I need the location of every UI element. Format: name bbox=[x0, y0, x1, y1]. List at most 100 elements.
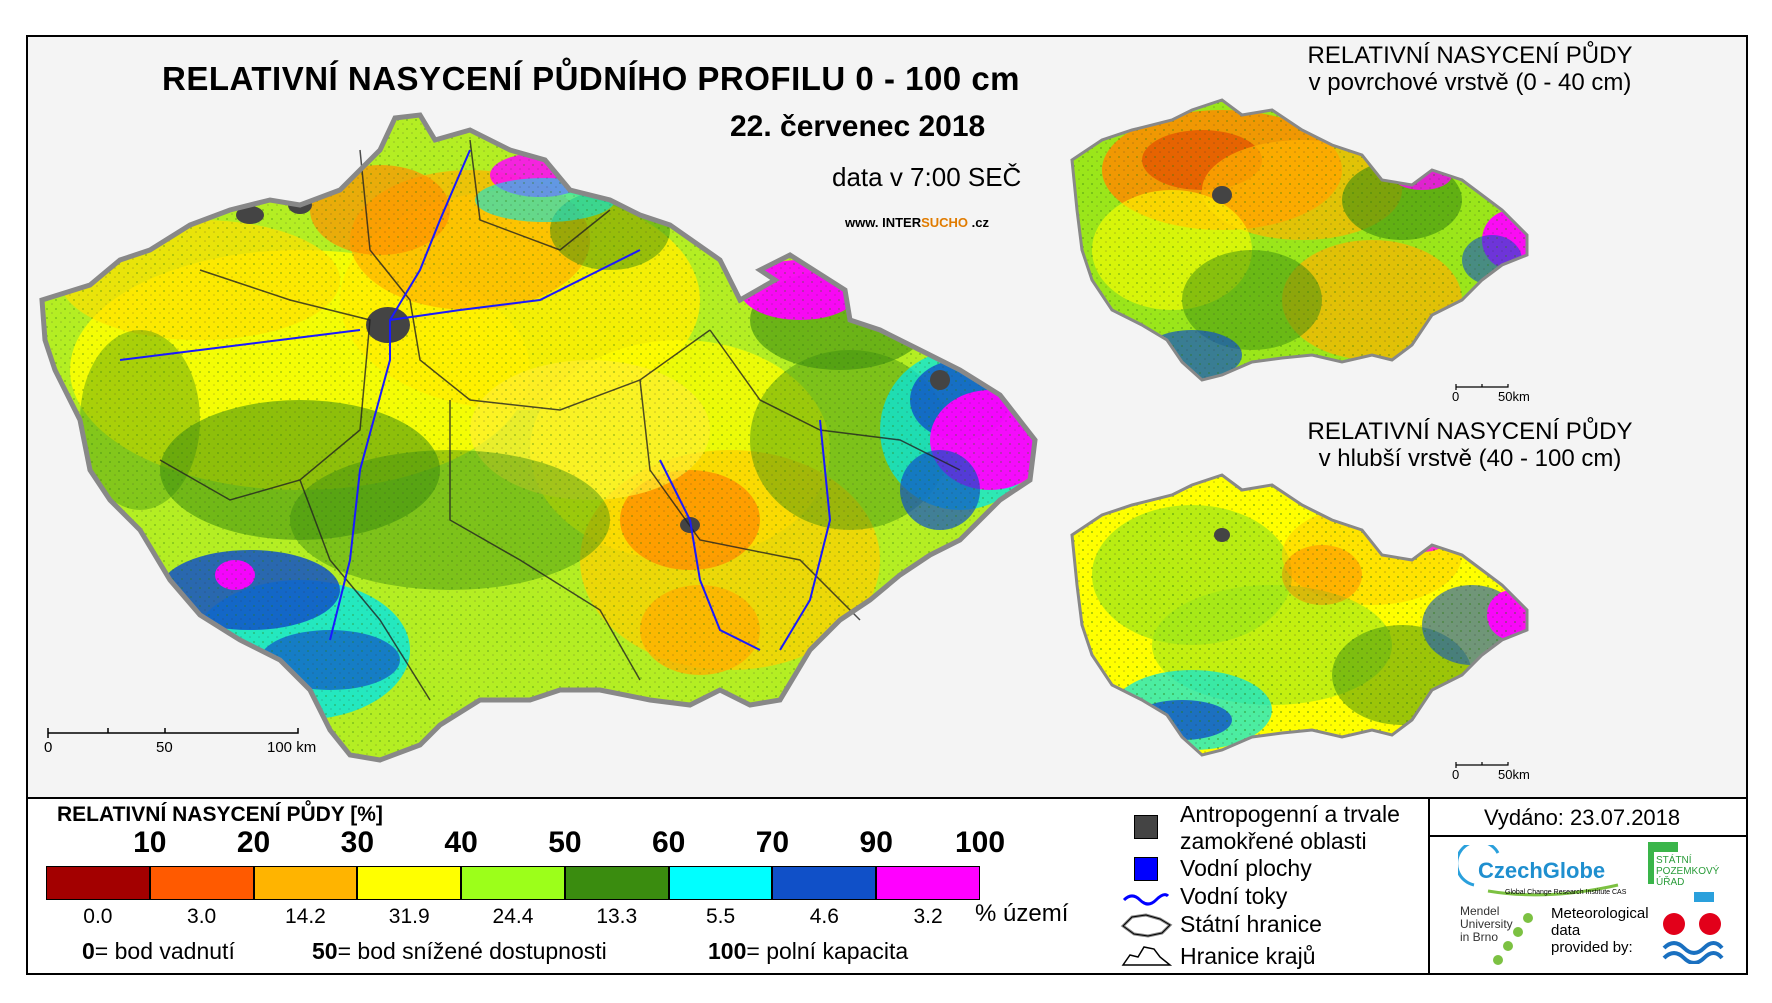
meteo-line3: provided by: bbox=[1551, 939, 1633, 956]
legend-class-pct: 0.0 bbox=[83, 905, 113, 928]
note-capacity-value: 100 bbox=[708, 938, 747, 964]
legend-threshold-label: 100 bbox=[954, 826, 1006, 859]
legend-threshold-label: 60 bbox=[651, 826, 686, 859]
legend-threshold-label: 50 bbox=[548, 826, 582, 859]
spu-logo-bar2 bbox=[1648, 842, 1654, 884]
anthropogenic-label: Antropogenní a trvale zamokřené oblasti bbox=[1180, 801, 1400, 855]
meteo-line1: Meteorological bbox=[1551, 905, 1649, 922]
legend-color-cell bbox=[461, 866, 565, 900]
inset-top-scale-0: 0 bbox=[1452, 389, 1460, 404]
inset-bottom-title-line2: v hlubší vrstvě (40 - 100 cm) bbox=[1318, 445, 1622, 472]
inset-top-title: RELATIVNÍ NASYCENÍ PŮDY v povrchové vrst… bbox=[1240, 42, 1700, 96]
legend-color-cell bbox=[253, 866, 358, 900]
legend-class-pct: 13.3 bbox=[596, 905, 638, 928]
rivers bbox=[119, 149, 832, 651]
pct-unit: % území bbox=[975, 900, 1069, 927]
legend-class-pct: 4.6 bbox=[809, 905, 839, 928]
legend-color-cell bbox=[564, 866, 669, 900]
spu-logo-bar bbox=[1648, 842, 1678, 852]
region-border-label: Hranice krajů bbox=[1180, 943, 1316, 969]
mendel-line2: University bbox=[1460, 917, 1513, 931]
legend-color-cell bbox=[357, 866, 462, 900]
legend-threshold-label: 30 bbox=[340, 826, 375, 859]
spu-logo-text: STÁTNÍ POZEMKOVÝ ÚŘAD bbox=[1656, 855, 1719, 888]
legend-threshold-label: 90 bbox=[859, 826, 893, 859]
note-reduced-text: = bod snížené dostupnosti bbox=[337, 938, 607, 964]
note-wilting-text: = bod vadnutí bbox=[94, 938, 235, 964]
water-body-swatch bbox=[1134, 857, 1158, 881]
www-prefix: www. INTER bbox=[845, 215, 922, 230]
note-wilting: 0= bod vadnutí bbox=[82, 938, 235, 965]
inset-top-title-line1: RELATIVNÍ NASYCENÍ PŮDY bbox=[1307, 42, 1633, 69]
note-capacity-text: = polní kapacita bbox=[746, 938, 909, 964]
legend-color-cell bbox=[46, 866, 150, 900]
legend-color-cell bbox=[876, 866, 980, 900]
region-border-symbol-icon bbox=[1121, 946, 1173, 966]
www-highlight: SUCHO bbox=[921, 215, 969, 230]
anthropogenic-swatch bbox=[1134, 815, 1158, 839]
issued-divider bbox=[1428, 835, 1748, 837]
www-suffix: .cz bbox=[968, 215, 989, 230]
anthropogenic-label-2: zamokřené oblasti bbox=[1180, 828, 1367, 854]
main-scale-100: 100 km bbox=[267, 739, 317, 756]
inset-top-scale-50: 50km bbox=[1498, 389, 1530, 404]
website-link[interactable]: www. INTERSUCHO .cz bbox=[845, 215, 989, 230]
legend-divider bbox=[1428, 797, 1430, 975]
note-wilting-value: 0 bbox=[82, 938, 95, 964]
anthropogenic-label-1: Antropogenní a trvale bbox=[1180, 801, 1400, 827]
main-scale-0: 0 bbox=[44, 739, 53, 756]
map-date: 22. červenec 2018 bbox=[730, 110, 986, 143]
spu-logo-blue bbox=[1694, 892, 1714, 902]
legend-threshold-label: 10 bbox=[133, 826, 167, 859]
note-reduced: 50= bod snížené dostupnosti bbox=[312, 938, 607, 965]
inset-bottom-scale-50: 50km bbox=[1498, 767, 1530, 782]
issued-date: Vydáno: 23.07.2018 bbox=[1484, 805, 1681, 830]
main-scale-50: 50 bbox=[156, 739, 173, 756]
legend-class-pct: 24.4 bbox=[492, 905, 534, 928]
legend-color-cell bbox=[668, 866, 773, 900]
river-label: Vodní toky bbox=[1180, 883, 1288, 909]
legend-color-cell bbox=[149, 866, 254, 900]
mendel-line1: Mendel bbox=[1460, 904, 1500, 918]
czechglobe-logo-icon bbox=[1458, 845, 1619, 897]
note-capacity: 100= polní kapacita bbox=[708, 938, 908, 965]
mendel-line3: in Brno bbox=[1460, 930, 1499, 944]
inset-bottom-map bbox=[1070, 473, 1529, 757]
meteo-credit: Meteorological data provided by: bbox=[1551, 905, 1649, 956]
inset-top-scale bbox=[1455, 384, 1509, 390]
state-border-label: Státní hranice bbox=[1180, 911, 1322, 937]
state-border bbox=[39, 112, 1038, 763]
czechglobe-subtext: Global Change Research Institute CAS bbox=[1505, 889, 1627, 896]
map-time: data v 7:00 SEČ bbox=[832, 162, 1022, 192]
map-title: RELATIVNÍ NASYCENÍ PŮDNÍHO PROFILU 0 - 1… bbox=[162, 60, 1021, 97]
inset-top-title-line2: v povrchové vrstvě (0 - 40 cm) bbox=[1308, 69, 1632, 96]
legend-class-pct: 5.5 bbox=[705, 905, 736, 928]
legend-class-pct: 3.2 bbox=[913, 905, 943, 928]
inset-top-map bbox=[1070, 98, 1529, 382]
czechglobe-logo-text: CzechGlobe bbox=[1478, 858, 1606, 883]
legend-threshold-label: 20 bbox=[236, 826, 271, 859]
chmi-logo-icon bbox=[1662, 913, 1724, 964]
legend-class-pct: 31.9 bbox=[388, 905, 430, 928]
legend-threshold-label: 70 bbox=[755, 826, 790, 859]
meteo-line2: data bbox=[1551, 922, 1581, 939]
inset-bottom-scale-0: 0 bbox=[1452, 767, 1460, 782]
inset-bottom-title: RELATIVNÍ NASYCENÍ PŮDY v hlubší vrstvě … bbox=[1240, 418, 1700, 472]
legend-threshold-label: 40 bbox=[444, 826, 478, 859]
inset-bottom-title-line1: RELATIVNÍ NASYCENÍ PŮDY bbox=[1307, 418, 1633, 445]
legend-class-pct: 3.0 bbox=[187, 905, 217, 928]
note-reduced-value: 50 bbox=[312, 938, 338, 964]
mendel-logo-text: Mendel University in Brno bbox=[1460, 905, 1513, 944]
legend-title: RELATIVNÍ NASYCENÍ PŮDY [%] bbox=[57, 803, 383, 826]
mendel-logo-icon bbox=[1493, 913, 1533, 965]
inset-bottom-scale bbox=[1455, 762, 1509, 768]
legend-color-cell bbox=[772, 866, 877, 900]
spu-line3: ÚŘAD bbox=[1656, 877, 1685, 888]
water-body-label: Vodní plochy bbox=[1180, 855, 1312, 881]
state-border-symbol-icon bbox=[1120, 913, 1173, 938]
spu-line2: POZEMKOVÝ bbox=[1656, 866, 1720, 877]
river-symbol-icon bbox=[1122, 893, 1170, 906]
legend-class-pct: 14.2 bbox=[284, 905, 326, 928]
main-scale-bar bbox=[47, 728, 299, 738]
